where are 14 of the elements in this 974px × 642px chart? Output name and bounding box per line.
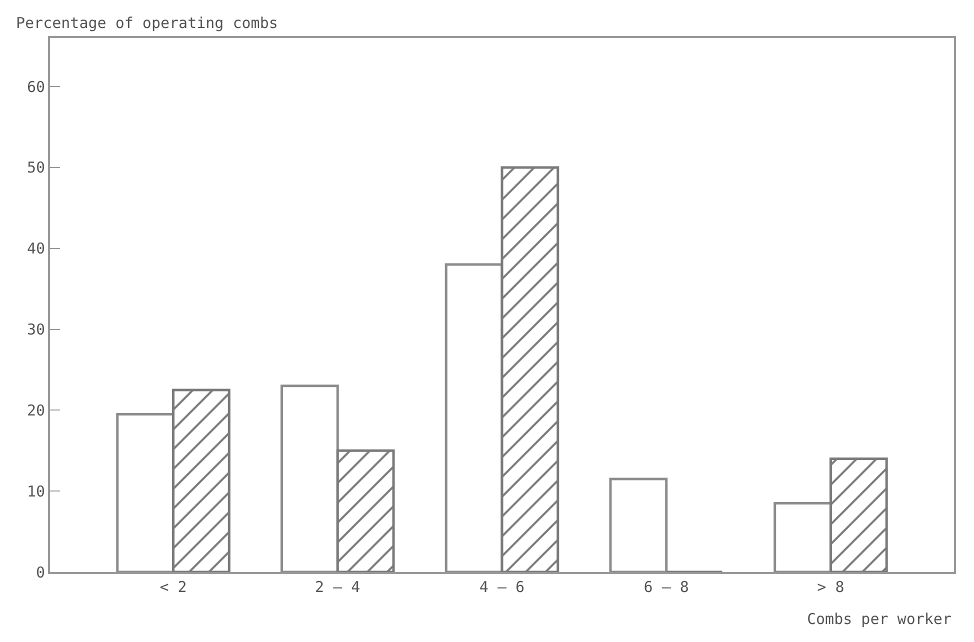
y-tick-label: 40 bbox=[26, 240, 45, 258]
x-tick-label: 6 – 8 bbox=[644, 578, 689, 596]
y-tick-label: 10 bbox=[26, 482, 45, 500]
x-tick-label: > 8 bbox=[817, 578, 844, 596]
y-tick-label: 0 bbox=[36, 563, 45, 582]
x-tick-label: 2 – 4 bbox=[315, 578, 360, 596]
y-tick-label: 60 bbox=[26, 78, 45, 96]
x-tick-label: 4 – 6 bbox=[479, 578, 525, 596]
x-axis-title: Combs per worker bbox=[807, 610, 952, 628]
y-axis-title: Percentage of operating combs bbox=[16, 14, 278, 32]
y-tick-label: 30 bbox=[26, 320, 45, 339]
y-tick-label: 50 bbox=[26, 158, 45, 177]
y-tick-label: 20 bbox=[26, 401, 45, 420]
x-tick-label: < 2 bbox=[160, 578, 187, 596]
